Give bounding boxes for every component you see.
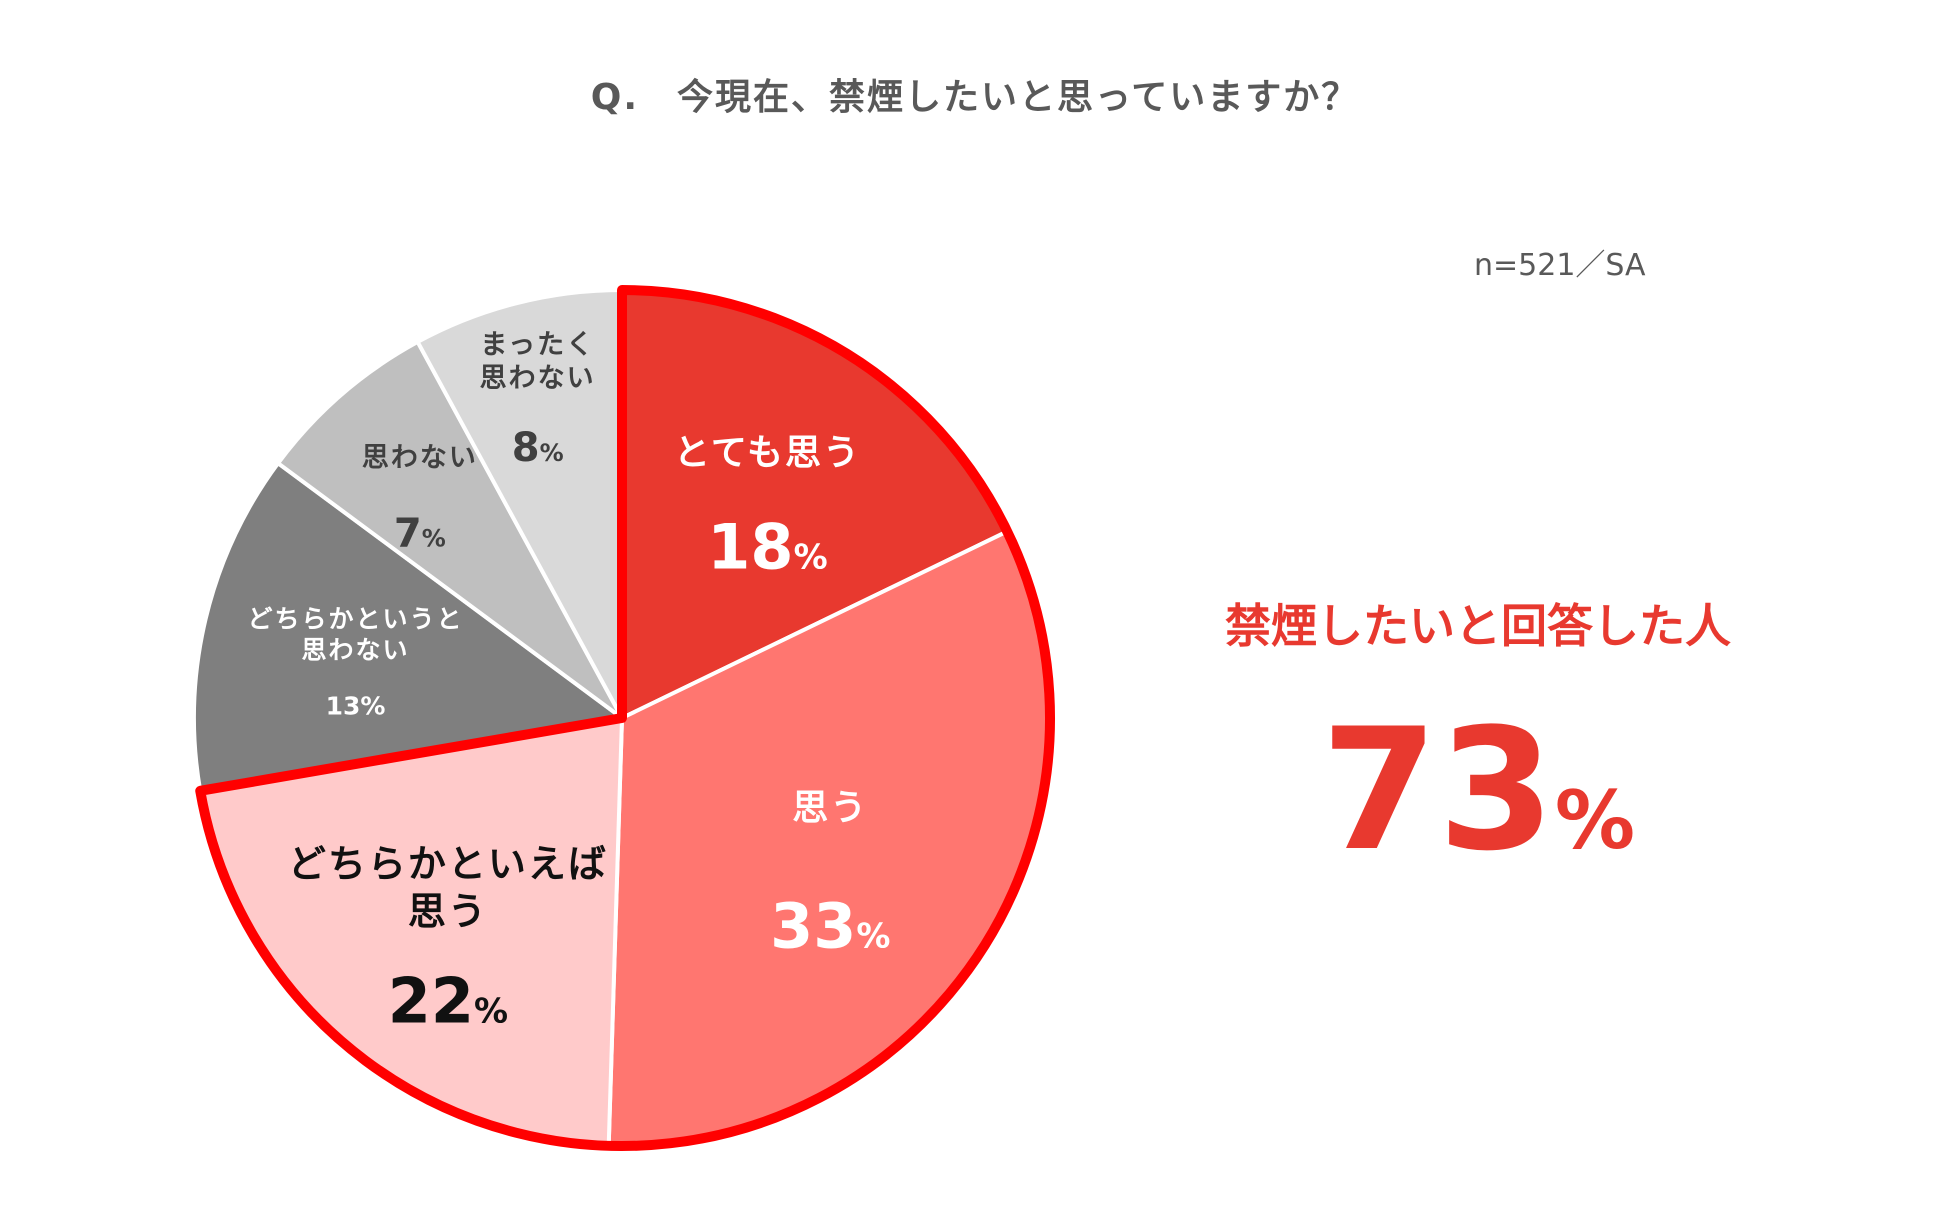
slice-value-omowanai: 7% xyxy=(394,511,446,557)
slice-value-totemo: 18% xyxy=(707,511,827,584)
slice-value-dochiraka-omou: 22% xyxy=(388,964,508,1037)
slice-name-dochiraka-omowanai-1: 思わない xyxy=(301,636,409,665)
sample-note: n=521／SA xyxy=(1474,248,1646,283)
pie-slice-mattaku xyxy=(414,287,624,719)
slice-name-mattaku-0: まったく xyxy=(480,329,595,360)
summary-value: 73% xyxy=(1178,706,1778,874)
slice-label-omou: 思う 33% xyxy=(770,788,890,963)
highlight-outline xyxy=(195,285,1055,1151)
slice-value-dochiraka-omowanai: 13% xyxy=(326,691,386,720)
summary-label: 禁煙したいと回答した人 xyxy=(1225,599,1731,653)
slice-name-dochiraka-omowanai-0: どちらかというと xyxy=(247,604,463,633)
pie-slice-omowanai xyxy=(275,339,624,720)
slice-name-totemo-0: とても思う xyxy=(674,432,861,473)
slice-name-omou-0: 思う xyxy=(792,788,868,829)
summary-value-unit: % xyxy=(1554,774,1635,867)
slice-name-mattaku-1: 思わない xyxy=(480,363,596,394)
slice-label-totemo: とても思う 18% xyxy=(674,432,861,584)
summary-value-number: 73 xyxy=(1321,692,1555,888)
slice-name-dochiraka-omou-0: どちらかといえば xyxy=(288,842,608,886)
slice-label-omowanai: 思わない 7% xyxy=(362,443,478,557)
slice-value-mattaku: 8% xyxy=(512,425,564,471)
slice-name-dochiraka-omou-1: 思う xyxy=(408,889,488,933)
pie-labels: とても思う18%思う33%どちらかといえば思う22%どちらかというと思わない13… xyxy=(247,329,890,1037)
pie-slice-dochiraka-omowanai xyxy=(192,460,627,794)
slice-value-omou: 33% xyxy=(770,890,890,963)
chart-title: Q. 今現在、禁煙したいと思っていますか？ xyxy=(590,77,1360,118)
slice-name-omowanai-0: 思わない xyxy=(362,443,478,474)
